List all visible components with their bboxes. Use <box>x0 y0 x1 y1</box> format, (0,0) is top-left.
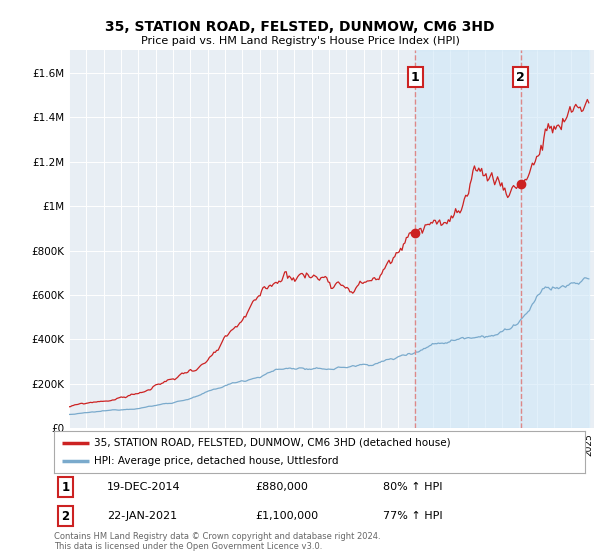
Text: 35, STATION ROAD, FELSTED, DUNMOW, CM6 3HD (detached house): 35, STATION ROAD, FELSTED, DUNMOW, CM6 3… <box>94 437 451 447</box>
Text: 2: 2 <box>62 510 70 522</box>
Text: 1: 1 <box>62 481 70 494</box>
Text: £1,100,000: £1,100,000 <box>256 511 319 521</box>
Text: 2: 2 <box>517 71 525 83</box>
Text: 35, STATION ROAD, FELSTED, DUNMOW, CM6 3HD: 35, STATION ROAD, FELSTED, DUNMOW, CM6 3… <box>105 20 495 34</box>
Text: 77% ↑ HPI: 77% ↑ HPI <box>383 511 443 521</box>
Text: Contains HM Land Registry data © Crown copyright and database right 2024.
This d: Contains HM Land Registry data © Crown c… <box>54 532 380 552</box>
Bar <box>415 50 589 428</box>
Text: HPI: Average price, detached house, Uttlesford: HPI: Average price, detached house, Uttl… <box>94 456 338 466</box>
Text: Price paid vs. HM Land Registry's House Price Index (HPI): Price paid vs. HM Land Registry's House … <box>140 36 460 46</box>
Text: 19-DEC-2014: 19-DEC-2014 <box>107 482 181 492</box>
Text: £880,000: £880,000 <box>256 482 308 492</box>
Text: 22-JAN-2021: 22-JAN-2021 <box>107 511 177 521</box>
Text: 80% ↑ HPI: 80% ↑ HPI <box>383 482 443 492</box>
Text: 1: 1 <box>410 71 419 83</box>
